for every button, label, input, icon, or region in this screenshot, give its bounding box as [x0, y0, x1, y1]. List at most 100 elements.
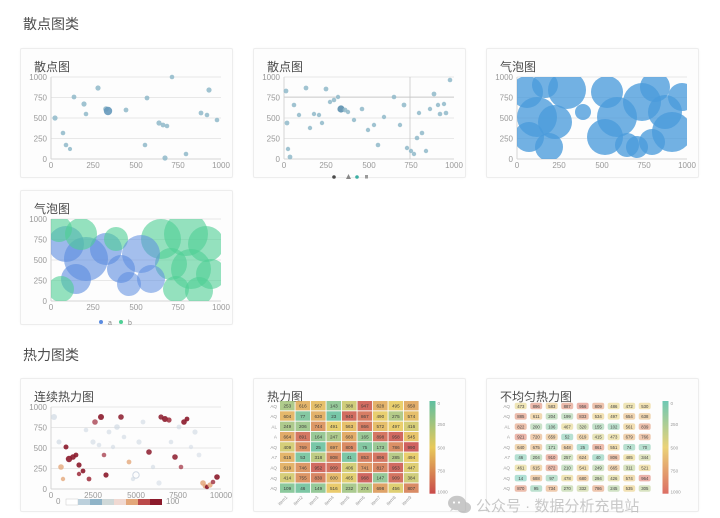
svg-text:232: 232 [345, 486, 353, 491]
svg-text:53: 53 [300, 455, 306, 460]
svg-text:909: 909 [330, 465, 338, 470]
svg-text:750: 750 [404, 161, 418, 170]
svg-text:AL: AL [271, 424, 277, 429]
svg-text:AQ: AQ [270, 414, 277, 419]
svg-text:750: 750 [34, 236, 48, 245]
svg-text:786: 786 [595, 486, 603, 491]
svg-text:item7: item7 [370, 495, 382, 507]
svg-text:583: 583 [548, 404, 556, 409]
svg-text:786: 786 [392, 445, 400, 450]
svg-text:853: 853 [361, 455, 369, 460]
svg-text:953: 953 [392, 465, 400, 470]
svg-text:257: 257 [564, 455, 572, 460]
svg-text:97: 97 [549, 476, 554, 481]
svg-text:250: 250 [86, 161, 100, 170]
svg-text:275: 275 [392, 414, 400, 419]
svg-text:734: 734 [548, 486, 556, 491]
svg-text:680: 680 [579, 476, 587, 481]
svg-text:664: 664 [283, 435, 291, 440]
svg-text:1000: 1000 [212, 303, 230, 312]
svg-text:46: 46 [518, 455, 523, 460]
svg-text:250: 250 [500, 135, 514, 144]
svg-text:630: 630 [314, 414, 322, 419]
svg-text:1000: 1000 [445, 161, 463, 170]
svg-text:2500: 2500 [84, 491, 102, 500]
svg-text:149: 149 [314, 486, 322, 491]
svg-text:648: 648 [564, 445, 572, 450]
svg-text:615: 615 [533, 466, 541, 471]
svg-text:155: 155 [595, 424, 603, 429]
svg-text:249: 249 [595, 466, 603, 471]
svg-text:615: 615 [283, 455, 291, 460]
svg-text:958: 958 [392, 435, 400, 440]
svg-text:247: 247 [330, 435, 338, 440]
svg-text:535: 535 [626, 486, 634, 491]
svg-text:item8: item8 [385, 495, 397, 507]
svg-text:40: 40 [596, 455, 601, 460]
svg-text:388: 388 [345, 404, 353, 409]
svg-text:46: 46 [300, 486, 306, 491]
svg-text:AQ: AQ [503, 404, 510, 409]
svg-text:AQ: AQ [503, 414, 510, 419]
svg-text:698: 698 [376, 486, 384, 491]
svg-text:500: 500 [500, 114, 514, 123]
svg-text:253: 253 [283, 404, 291, 409]
svg-text:805: 805 [345, 445, 353, 450]
svg-text:896: 896 [376, 455, 384, 460]
svg-text:490: 490 [376, 414, 384, 419]
svg-text:406: 406 [345, 465, 353, 470]
svg-text:250: 250 [34, 277, 48, 286]
svg-text:95: 95 [534, 486, 539, 491]
svg-text:AQ: AQ [503, 466, 510, 471]
svg-text:14: 14 [518, 476, 523, 481]
svg-text:item3: item3 [308, 495, 320, 507]
svg-text:500: 500 [129, 161, 143, 170]
svg-text:808: 808 [330, 455, 338, 460]
svg-text:1000: 1000 [438, 490, 449, 495]
svg-text:0: 0 [43, 297, 48, 306]
svg-text:947: 947 [361, 404, 369, 409]
svg-text:750: 750 [34, 424, 48, 433]
svg-text:500: 500 [267, 114, 281, 123]
svg-text:item2: item2 [292, 495, 304, 507]
svg-text:534: 534 [595, 414, 603, 419]
svg-text:AQ: AQ [270, 486, 277, 491]
svg-text:409: 409 [283, 445, 291, 450]
svg-text:a: a [108, 320, 112, 326]
svg-text:500: 500 [362, 161, 376, 170]
svg-text:426: 426 [610, 476, 618, 481]
svg-text:885: 885 [517, 414, 525, 419]
svg-text:866: 866 [361, 424, 369, 429]
svg-text:500: 500 [34, 256, 48, 265]
svg-text:921: 921 [517, 435, 525, 440]
svg-text:806: 806 [610, 455, 618, 460]
svg-text:891: 891 [299, 435, 307, 440]
svg-text:497: 497 [392, 424, 400, 429]
svg-text:164: 164 [314, 435, 322, 440]
svg-text:956: 956 [579, 404, 587, 409]
svg-text:750: 750 [438, 469, 446, 474]
svg-text:1000: 1000 [29, 215, 47, 224]
svg-text:675: 675 [533, 445, 541, 450]
svg-text:143: 143 [330, 404, 338, 409]
svg-text:456: 456 [392, 486, 400, 491]
svg-text:0: 0 [276, 155, 281, 164]
svg-text:0: 0 [509, 155, 514, 164]
svg-text:0: 0 [438, 401, 441, 406]
svg-text:item4: item4 [323, 495, 335, 507]
svg-text:171: 171 [548, 445, 556, 450]
svg-text:807: 807 [407, 486, 415, 491]
svg-text:102: 102 [610, 424, 618, 429]
svg-text:52: 52 [565, 435, 570, 440]
svg-text:AQ: AQ [503, 445, 510, 450]
svg-text:830: 830 [314, 476, 322, 481]
svg-text:964: 964 [641, 476, 649, 481]
svg-text:item1: item1 [277, 495, 289, 507]
svg-text:250: 250 [267, 135, 281, 144]
svg-text:AQ: AQ [270, 445, 277, 450]
svg-text:item9: item9 [401, 495, 413, 507]
svg-text:521: 521 [641, 466, 649, 471]
svg-text:0: 0 [43, 155, 48, 164]
svg-text:344: 344 [641, 455, 649, 460]
svg-text:416: 416 [407, 424, 415, 429]
